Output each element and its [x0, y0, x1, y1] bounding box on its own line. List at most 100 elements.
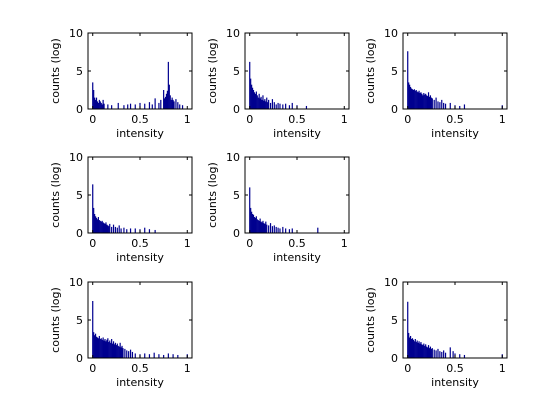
histogram-bar: [114, 342, 117, 358]
histogram-bar: [169, 95, 171, 109]
y-tick-label: 0: [76, 227, 83, 240]
histogram-bar: [267, 102, 269, 109]
histogram-bar: [139, 102, 141, 109]
x-tick-label: 0.5: [131, 362, 149, 375]
x-tick-label: 1: [184, 362, 191, 375]
y-tick-label: 0: [391, 103, 398, 116]
histogram-bar: [108, 342, 110, 358]
histogram-bar: [103, 340, 105, 358]
y-tick-label: 5: [76, 65, 83, 78]
histogram-bars: [92, 61, 184, 109]
histogram-bar: [103, 223, 105, 233]
x-tick-label: 0: [89, 237, 96, 250]
histogram-bar: [260, 221, 262, 233]
histogram-bar: [163, 98, 166, 109]
histogram-bar: [253, 217, 256, 233]
histogram-bar: [266, 224, 268, 233]
histogram-bar: [104, 223, 106, 233]
histogram-bar: [123, 227, 125, 233]
histogram-bar: [179, 104, 181, 109]
y-tick-label: 5: [391, 65, 398, 78]
histogram-bar: [257, 97, 259, 109]
histogram-bar: [254, 93, 256, 109]
y-tick-label: 10: [384, 27, 398, 40]
histogram-bar: [261, 99, 263, 109]
histogram-bar: [416, 340, 418, 358]
histogram-bar: [106, 224, 108, 233]
histogram-bar: [408, 332, 410, 358]
histogram-bar: [424, 94, 426, 109]
histogram-bar: [95, 217, 98, 233]
histogram-bar: [444, 103, 447, 109]
histogram-bar: [258, 93, 260, 109]
histogram-bar: [99, 220, 101, 233]
y-tick-label: 5: [76, 189, 83, 202]
histogram-bar: [100, 338, 102, 358]
x-axis-label: intensity: [116, 251, 164, 264]
histogram-bar: [251, 211, 253, 233]
histogram-bar: [116, 227, 118, 233]
histogram-bar: [94, 214, 96, 233]
histogram-bar: [251, 87, 254, 109]
histogram-bar: [431, 98, 433, 109]
histogram-bar: [172, 99, 174, 109]
histogram-bar: [414, 90, 416, 109]
histogram-bar: [121, 345, 123, 358]
histogram-bar: [435, 97, 437, 109]
histogram-bar: [459, 105, 461, 109]
histogram-bar: [422, 95, 424, 109]
y-tick-label: 0: [391, 352, 398, 365]
histogram-bar: [452, 351, 454, 358]
histogram-bar: [427, 345, 430, 358]
histogram-bar: [167, 353, 169, 358]
histogram-bar: [425, 344, 427, 358]
histogram-bar: [109, 223, 111, 233]
histogram-bar: [98, 220, 100, 233]
histogram-bar: [414, 339, 416, 358]
histogram-bar: [430, 348, 432, 358]
histogram-bar: [409, 86, 412, 109]
histogram-bar: [173, 101, 175, 109]
histogram-bar: [407, 51, 409, 109]
histogram-bar: [259, 218, 261, 233]
histogram-bar: [423, 343, 425, 358]
histogram-bar: [129, 103, 132, 109]
histogram-bar: [108, 226, 110, 233]
histogram-bar: [411, 338, 414, 358]
histogram-bar: [97, 217, 99, 233]
histogram-bar: [413, 341, 415, 358]
histogram-bar: [264, 99, 266, 109]
x-tick-label: 0.5: [288, 237, 306, 250]
histogram-bar: [172, 354, 174, 358]
histogram-bar: [115, 345, 117, 358]
histogram-bar: [410, 88, 413, 109]
histogram-bar: [148, 229, 151, 233]
x-tick-label: 1: [499, 113, 506, 126]
histogram-bar: [252, 90, 255, 109]
histogram-bar: [163, 90, 165, 109]
y-tick-label: 5: [233, 189, 240, 202]
x-tick-label: 0: [404, 113, 411, 126]
histogram-bar: [463, 104, 466, 109]
histogram-bar: [111, 339, 113, 358]
histogram-bar: [291, 228, 293, 233]
histogram-bar: [97, 102, 99, 109]
histogram-bar: [250, 78, 252, 109]
histogram-bar: [95, 336, 98, 358]
histogram-bar: [265, 101, 267, 109]
histogram-bar: [158, 354, 160, 358]
histogram-bar: [449, 102, 451, 109]
histogram-bar: [443, 102, 445, 109]
histogram-bar: [111, 343, 114, 358]
histogram-bar: [415, 90, 417, 109]
histogram-bar: [271, 99, 274, 109]
histogram-bar: [92, 301, 94, 358]
histogram-bar: [429, 95, 432, 109]
histogram-bar: [102, 337, 104, 358]
histogram-bar: [423, 93, 425, 109]
histogram-bar: [177, 102, 179, 109]
histogram-bar: [168, 84, 170, 109]
histogram-bar: [250, 207, 252, 233]
